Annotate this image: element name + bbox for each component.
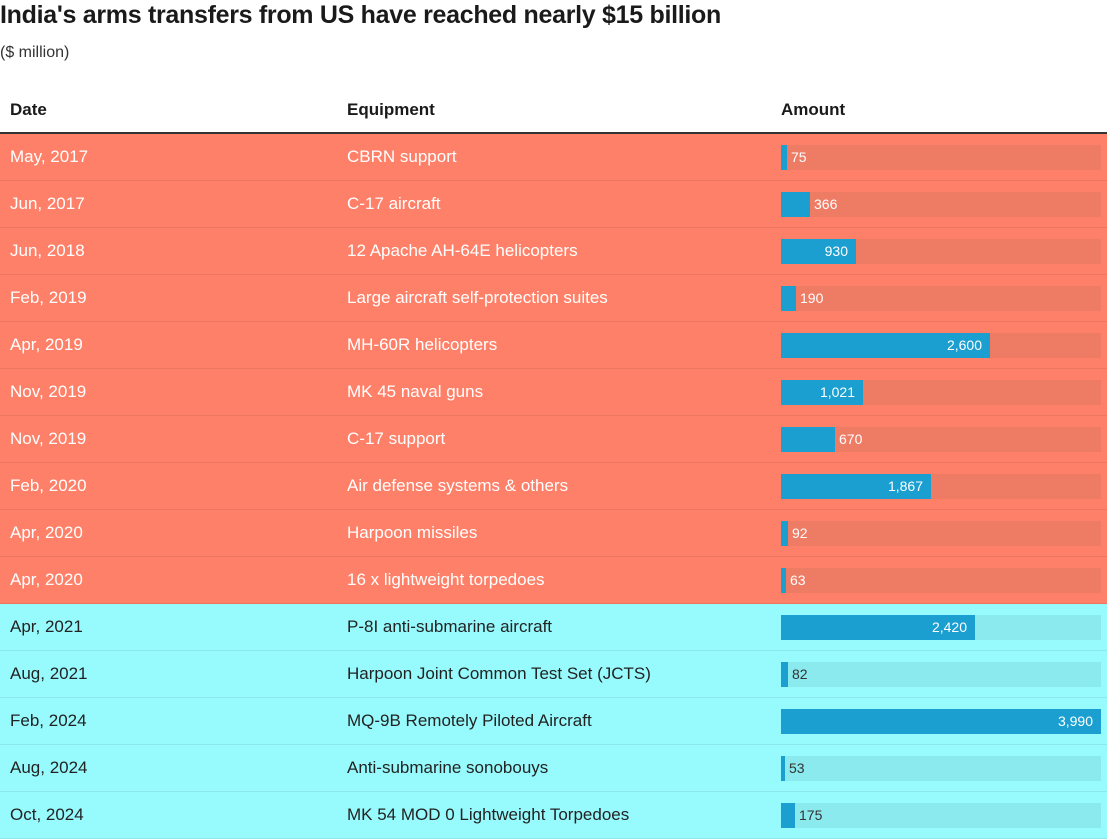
- amount-bar: [781, 803, 795, 828]
- table-body: May, 2017 CBRN support 75 Jun, 2017 C-17 air…: [0, 134, 1107, 839]
- date-cell: Jun, 2017: [10, 194, 85, 213]
- date-cell: Apr, 2019: [10, 335, 83, 354]
- amount-bar-track: 1,867: [781, 474, 1101, 499]
- date-cell: Apr, 2020: [10, 523, 83, 542]
- amount-bar-track: 92: [781, 521, 1101, 546]
- amount-bar: [781, 427, 835, 452]
- amount-bar-track: 190: [781, 286, 1101, 311]
- equipment-cell: 16 x lightweight torpedoes: [347, 570, 545, 589]
- table-row: Aug, 2024 Anti-submarine sonobouys 53: [0, 745, 1107, 792]
- table-row: Apr, 2020 16 x lightweight torpedoes 63: [0, 557, 1107, 604]
- date-cell: Apr, 2020: [10, 570, 83, 589]
- amount-label: 1,867: [887, 478, 923, 494]
- amount-bar: [781, 145, 787, 170]
- amount-bar: [781, 286, 796, 311]
- amount-label: 53: [789, 760, 805, 776]
- equipment-cell: Air defense systems & others: [347, 476, 569, 495]
- table-row: Feb, 2020 Air defense systems & others 1,8…: [0, 463, 1107, 510]
- equipment-cell: C-17 aircraft: [347, 194, 441, 213]
- date-cell: Aug, 2024: [10, 758, 88, 777]
- amount-bar: [781, 521, 788, 546]
- date-cell: Nov, 2019: [10, 429, 87, 448]
- date-cell: Apr, 2021: [10, 617, 83, 636]
- table-row: Aug, 2021 Harpoon Joint Common Test Set (…: [0, 651, 1107, 698]
- amount-bar: [781, 333, 990, 358]
- table-row: May, 2017 CBRN support 75: [0, 134, 1107, 181]
- amount-bar-track: 670: [781, 427, 1101, 452]
- amount-label: 63: [790, 572, 806, 588]
- equipment-cell: Anti-submarine sonobouys: [347, 758, 549, 777]
- date-cell: Nov, 2019: [10, 382, 87, 401]
- date-cell: Feb, 2024: [10, 711, 87, 730]
- column-header-amount[interactable]: Amount: [781, 100, 846, 119]
- table-row: Nov, 2019 C-17 support 670: [0, 416, 1107, 463]
- amount-label: 930: [824, 243, 848, 259]
- table-header: Date Equipment Amount: [0, 88, 1107, 134]
- equipment-cell: C-17 support: [347, 429, 446, 448]
- amount-bar: [781, 709, 1101, 734]
- equipment-cell: P-8I anti-submarine aircraft: [347, 617, 553, 636]
- equipment-cell: MH-60R helicopters: [347, 335, 498, 354]
- amount-label: 175: [799, 807, 823, 823]
- equipment-cell: Harpoon missiles: [347, 523, 478, 542]
- amount-bar: [781, 756, 785, 781]
- amount-bar-track: 82: [781, 662, 1101, 687]
- amount-bar: [781, 662, 788, 687]
- amount-bar: [781, 568, 786, 593]
- amount-bar: [781, 192, 810, 217]
- amount-bar-track: 2,420: [781, 615, 1101, 640]
- table-row: Jun, 2018 12 Apache AH-64E helicopters 930: [0, 228, 1107, 275]
- amount-bar-track: 1,021: [781, 380, 1101, 405]
- amount-bar: [781, 615, 975, 640]
- chart-title: India's arms transfers from US have reac…: [0, 1, 721, 29]
- amount-label: 2,420: [931, 619, 967, 635]
- table-row: Apr, 2021 P-8I anti-submarine aircraft 2,4…: [0, 604, 1107, 651]
- equipment-cell: MQ-9B Remotely Piloted Aircraft: [347, 711, 592, 730]
- amount-bar-track: 930: [781, 239, 1101, 264]
- amount-label: 3,990: [1057, 713, 1093, 729]
- arms-transfers-table: Date Equipment Amount May, 2017 CBRN supp…: [0, 88, 1107, 839]
- date-cell: Feb, 2019: [10, 288, 87, 307]
- amount-label: 190: [800, 290, 824, 306]
- table-row: Apr, 2020 Harpoon missiles 92: [0, 510, 1107, 557]
- amount-bar-track: 3,990: [781, 709, 1101, 734]
- table-row: Feb, 2019 Large aircraft self-protection …: [0, 275, 1107, 322]
- equipment-cell: Harpoon Joint Common Test Set (JCTS): [347, 664, 651, 683]
- amount-label: 75: [791, 149, 807, 165]
- date-cell: May, 2017: [10, 147, 89, 166]
- amount-label: 670: [839, 431, 863, 447]
- amount-bar-track: 53: [781, 756, 1101, 781]
- equipment-cell: Large aircraft self-protection suites: [347, 288, 608, 307]
- equipment-cell: CBRN support: [347, 147, 457, 166]
- column-header-date[interactable]: Date: [10, 100, 47, 119]
- amount-bar-track: 175: [781, 803, 1101, 828]
- equipment-cell: 12 Apache AH-64E helicopters: [347, 241, 578, 260]
- amount-label: 2,600: [946, 337, 982, 353]
- amount-bar: [781, 474, 931, 499]
- amount-label: 366: [814, 196, 838, 212]
- amount-label: 82: [792, 666, 808, 682]
- amount-bar: [781, 380, 863, 405]
- date-cell: Aug, 2021: [10, 664, 88, 683]
- amount-label: 1,021: [819, 384, 855, 400]
- table-row: Jun, 2017 C-17 aircraft 366: [0, 181, 1107, 228]
- amount-label: 92: [792, 525, 808, 541]
- amount-bar: [781, 239, 856, 264]
- table-row: Nov, 2019 MK 45 naval guns 1,021: [0, 369, 1107, 416]
- table-row: Feb, 2024 MQ-9B Remotely Piloted Aircraft…: [0, 698, 1107, 745]
- amount-bar-track: 75: [781, 145, 1101, 170]
- date-cell: Jun, 2018: [10, 241, 85, 260]
- amount-bar-track: 2,600: [781, 333, 1101, 358]
- table-row: Apr, 2019 MH-60R helicopters 2,600: [0, 322, 1107, 369]
- amount-bar-track: 366: [781, 192, 1101, 217]
- table-row: Oct, 2024 MK 54 MOD 0 Lightweight Torpedo…: [0, 792, 1107, 839]
- date-cell: Oct, 2024: [10, 805, 84, 824]
- equipment-cell: MK 45 naval guns: [347, 382, 484, 401]
- date-cell: Feb, 2020: [10, 476, 87, 495]
- column-header-equipment[interactable]: Equipment: [347, 100, 435, 119]
- chart-subtitle: ($ million): [0, 44, 70, 61]
- amount-bar-track: 63: [781, 568, 1101, 593]
- equipment-cell: MK 54 MOD 0 Lightweight Torpedoes: [347, 805, 630, 824]
